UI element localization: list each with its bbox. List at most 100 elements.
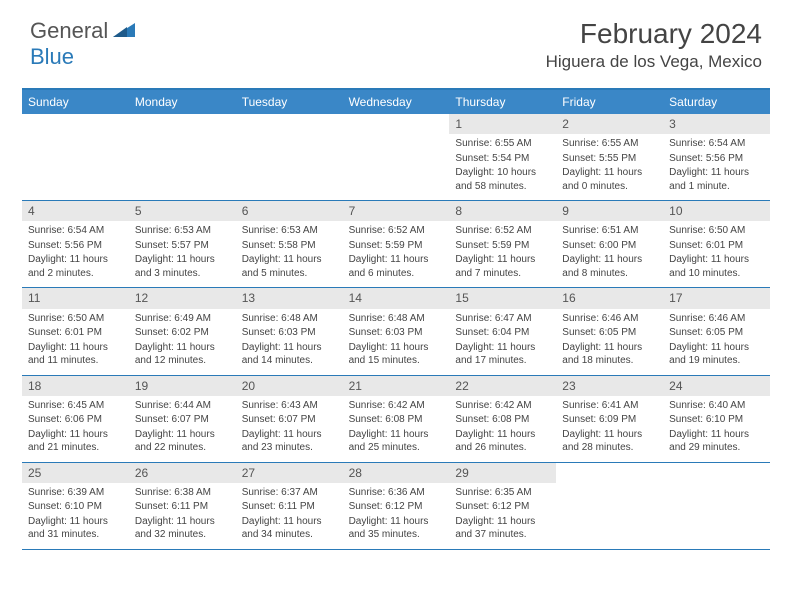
day-number: 12: [129, 288, 236, 308]
sunset-line: Sunset: 6:03 PM: [242, 326, 337, 340]
daylight-line: Daylight: 11 hours and 6 minutes.: [349, 253, 444, 280]
day-number: 3: [663, 114, 770, 134]
day-number: 4: [22, 201, 129, 221]
day-cell: 4Sunrise: 6:54 AMSunset: 5:56 PMDaylight…: [22, 201, 129, 287]
sunset-line: Sunset: 6:11 PM: [242, 500, 337, 514]
day-cell: 5Sunrise: 6:53 AMSunset: 5:57 PMDaylight…: [129, 201, 236, 287]
day-details: Sunrise: 6:54 AMSunset: 5:56 PMDaylight:…: [22, 221, 129, 287]
day-number: 20: [236, 376, 343, 396]
day-cell: 18Sunrise: 6:45 AMSunset: 6:06 PMDayligh…: [22, 376, 129, 462]
daylight-line: Daylight: 11 hours and 1 minute.: [669, 166, 764, 193]
sunrise-line: Sunrise: 6:50 AM: [669, 224, 764, 238]
day-cell: 9Sunrise: 6:51 AMSunset: 6:00 PMDaylight…: [556, 201, 663, 287]
day-cell: 22Sunrise: 6:42 AMSunset: 6:08 PMDayligh…: [449, 376, 556, 462]
sunset-line: Sunset: 6:08 PM: [349, 413, 444, 427]
sunrise-line: Sunrise: 6:53 AM: [135, 224, 230, 238]
calendar: SundayMondayTuesdayWednesdayThursdayFrid…: [22, 88, 770, 550]
daylight-line: Daylight: 11 hours and 29 minutes.: [669, 428, 764, 455]
day-details: Sunrise: 6:53 AMSunset: 5:58 PMDaylight:…: [236, 221, 343, 287]
empty-cell: [343, 114, 450, 200]
daylight-line: Daylight: 11 hours and 23 minutes.: [242, 428, 337, 455]
day-number: 22: [449, 376, 556, 396]
day-cell: 14Sunrise: 6:48 AMSunset: 6:03 PMDayligh…: [343, 288, 450, 374]
sunset-line: Sunset: 6:03 PM: [349, 326, 444, 340]
day-details: Sunrise: 6:55 AMSunset: 5:54 PMDaylight:…: [449, 134, 556, 200]
sunset-line: Sunset: 6:02 PM: [135, 326, 230, 340]
day-cell: 24Sunrise: 6:40 AMSunset: 6:10 PMDayligh…: [663, 376, 770, 462]
sunset-line: Sunset: 5:56 PM: [28, 239, 123, 253]
day-number: 18: [22, 376, 129, 396]
daylight-line: Daylight: 11 hours and 26 minutes.: [455, 428, 550, 455]
sunrise-line: Sunrise: 6:48 AM: [349, 312, 444, 326]
day-number: 15: [449, 288, 556, 308]
sunrise-line: Sunrise: 6:46 AM: [562, 312, 657, 326]
day-details: Sunrise: 6:50 AMSunset: 6:01 PMDaylight:…: [663, 221, 770, 287]
day-details: Sunrise: 6:54 AMSunset: 5:56 PMDaylight:…: [663, 134, 770, 200]
day-details: Sunrise: 6:50 AMSunset: 6:01 PMDaylight:…: [22, 309, 129, 375]
sunset-line: Sunset: 6:11 PM: [135, 500, 230, 514]
day-details: Sunrise: 6:46 AMSunset: 6:05 PMDaylight:…: [663, 309, 770, 375]
day-number: 28: [343, 463, 450, 483]
day-cell: 23Sunrise: 6:41 AMSunset: 6:09 PMDayligh…: [556, 376, 663, 462]
day-cell: 27Sunrise: 6:37 AMSunset: 6:11 PMDayligh…: [236, 463, 343, 549]
sunrise-line: Sunrise: 6:38 AM: [135, 486, 230, 500]
day-cell: 12Sunrise: 6:49 AMSunset: 6:02 PMDayligh…: [129, 288, 236, 374]
sunrise-line: Sunrise: 6:41 AM: [562, 399, 657, 413]
sunrise-line: Sunrise: 6:45 AM: [28, 399, 123, 413]
empty-cell: [129, 114, 236, 200]
day-number: 19: [129, 376, 236, 396]
day-number: 24: [663, 376, 770, 396]
day-details: Sunrise: 6:44 AMSunset: 6:07 PMDaylight:…: [129, 396, 236, 462]
day-details: Sunrise: 6:42 AMSunset: 6:08 PMDaylight:…: [449, 396, 556, 462]
weekday-header: Friday: [556, 90, 663, 114]
daylight-line: Daylight: 11 hours and 19 minutes.: [669, 341, 764, 368]
day-cell: 26Sunrise: 6:38 AMSunset: 6:11 PMDayligh…: [129, 463, 236, 549]
sunset-line: Sunset: 6:10 PM: [669, 413, 764, 427]
logo-triangle-icon: [113, 21, 135, 42]
day-cell: 21Sunrise: 6:42 AMSunset: 6:08 PMDayligh…: [343, 376, 450, 462]
sunset-line: Sunset: 6:07 PM: [242, 413, 337, 427]
sunrise-line: Sunrise: 6:46 AM: [669, 312, 764, 326]
day-number: 6: [236, 201, 343, 221]
day-number: 26: [129, 463, 236, 483]
day-cell: 1Sunrise: 6:55 AMSunset: 5:54 PMDaylight…: [449, 114, 556, 200]
day-number: 17: [663, 288, 770, 308]
daylight-line: Daylight: 11 hours and 35 minutes.: [349, 515, 444, 542]
sunrise-line: Sunrise: 6:54 AM: [28, 224, 123, 238]
sunset-line: Sunset: 5:57 PM: [135, 239, 230, 253]
day-number: 14: [343, 288, 450, 308]
sunset-line: Sunset: 6:01 PM: [28, 326, 123, 340]
day-number: 13: [236, 288, 343, 308]
title-block: February 2024 Higuera de los Vega, Mexic…: [546, 18, 762, 72]
day-details: Sunrise: 6:39 AMSunset: 6:10 PMDaylight:…: [22, 483, 129, 549]
empty-cell: [236, 114, 343, 200]
sunrise-line: Sunrise: 6:52 AM: [455, 224, 550, 238]
weekday-header: Sunday: [22, 90, 129, 114]
day-details: Sunrise: 6:49 AMSunset: 6:02 PMDaylight:…: [129, 309, 236, 375]
day-details: Sunrise: 6:42 AMSunset: 6:08 PMDaylight:…: [343, 396, 450, 462]
sunrise-line: Sunrise: 6:50 AM: [28, 312, 123, 326]
location: Higuera de los Vega, Mexico: [546, 52, 762, 72]
daylight-line: Daylight: 11 hours and 3 minutes.: [135, 253, 230, 280]
daylight-line: Daylight: 11 hours and 31 minutes.: [28, 515, 123, 542]
sunset-line: Sunset: 5:59 PM: [349, 239, 444, 253]
day-details: Sunrise: 6:40 AMSunset: 6:10 PMDaylight:…: [663, 396, 770, 462]
sunset-line: Sunset: 5:56 PM: [669, 152, 764, 166]
day-cell: 2Sunrise: 6:55 AMSunset: 5:55 PMDaylight…: [556, 114, 663, 200]
sunrise-line: Sunrise: 6:39 AM: [28, 486, 123, 500]
sunset-line: Sunset: 6:12 PM: [349, 500, 444, 514]
sunset-line: Sunset: 5:55 PM: [562, 152, 657, 166]
day-details: Sunrise: 6:46 AMSunset: 6:05 PMDaylight:…: [556, 309, 663, 375]
daylight-line: Daylight: 11 hours and 28 minutes.: [562, 428, 657, 455]
day-details: Sunrise: 6:51 AMSunset: 6:00 PMDaylight:…: [556, 221, 663, 287]
sunset-line: Sunset: 6:05 PM: [562, 326, 657, 340]
day-cell: 20Sunrise: 6:43 AMSunset: 6:07 PMDayligh…: [236, 376, 343, 462]
sunrise-line: Sunrise: 6:51 AM: [562, 224, 657, 238]
sunset-line: Sunset: 6:04 PM: [455, 326, 550, 340]
empty-cell: [22, 114, 129, 200]
weekday-header-row: SundayMondayTuesdayWednesdayThursdayFrid…: [22, 90, 770, 114]
empty-cell: [556, 463, 663, 549]
sunset-line: Sunset: 6:09 PM: [562, 413, 657, 427]
daylight-line: Daylight: 11 hours and 34 minutes.: [242, 515, 337, 542]
sunset-line: Sunset: 6:10 PM: [28, 500, 123, 514]
